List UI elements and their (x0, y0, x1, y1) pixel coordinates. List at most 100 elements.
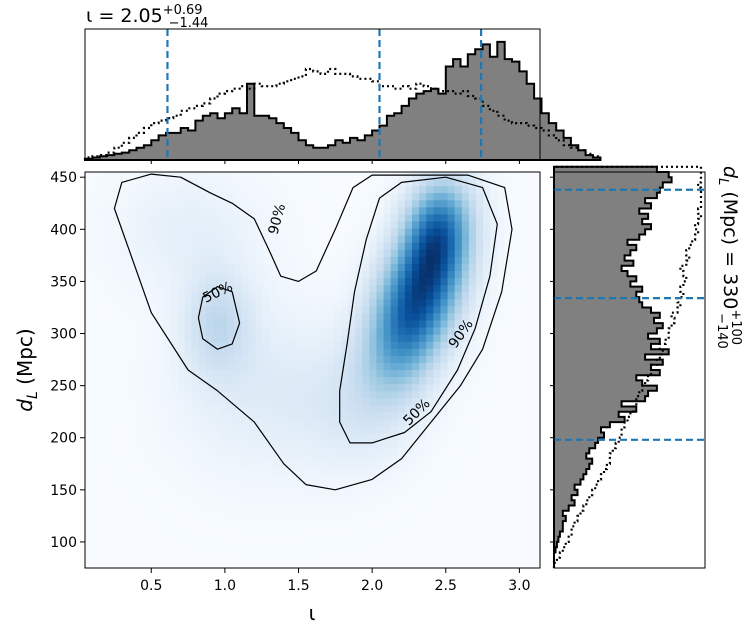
heatmap-cell (276, 242, 285, 251)
heatmap-cell (397, 377, 406, 385)
heatmap-cell (504, 172, 513, 180)
heatmap-cell (369, 320, 378, 329)
heatmap-cell (291, 242, 299, 251)
heatmap-cell (468, 179, 477, 187)
heatmap-cell (362, 483, 370, 491)
heatmap-cell (376, 214, 385, 223)
heatmap-cell (134, 249, 143, 258)
heatmap-cell (220, 362, 228, 371)
heatmap-cell (255, 483, 264, 491)
heatmap-cell (532, 419, 540, 428)
heatmap-cell (397, 334, 406, 343)
heatmap-cell (298, 256, 306, 265)
heatmap-cell (419, 292, 427, 300)
heatmap-cell (220, 476, 228, 484)
heatmap-cell (511, 285, 520, 293)
heatmap-cell (234, 391, 243, 399)
heatmap-cell (205, 256, 214, 265)
heatmap-cell (355, 172, 363, 180)
heatmap-cell (340, 200, 349, 208)
heatmap-cell (99, 327, 107, 336)
heatmap-cell (312, 242, 321, 251)
heatmap-cell (298, 186, 306, 194)
heatmap-cell (305, 207, 314, 216)
heatmap-cell (390, 539, 399, 548)
heatmap-cell (404, 193, 413, 201)
heatmap-cell (141, 271, 150, 279)
heatmap-cell (134, 490, 143, 498)
heatmap-cell (220, 299, 228, 307)
heatmap-cell (532, 285, 540, 293)
heatmap-cell (404, 256, 413, 265)
heatmap-cell (141, 469, 150, 477)
heatmap-cell (511, 355, 520, 364)
heatmap-cell (412, 384, 420, 392)
heatmap-cell (156, 341, 164, 350)
heatmap-cell (269, 405, 278, 414)
heatmap-cell (497, 461, 506, 470)
heatmap-cell (419, 426, 427, 435)
heatmap-cell (241, 249, 250, 258)
heatmap-cell (490, 497, 498, 505)
heatmap-cell (348, 518, 356, 527)
heatmap-cell (532, 405, 540, 414)
heatmap-cell (468, 511, 477, 520)
heatmap-cell (525, 454, 534, 463)
heatmap-cell (433, 391, 442, 399)
heatmap-cell (305, 398, 314, 406)
heatmap-cell (170, 476, 179, 484)
heatmap-cell (440, 256, 449, 265)
heatmap-cell (412, 483, 420, 491)
heatmap-cell (148, 271, 157, 279)
heatmap-cell (362, 172, 370, 180)
heatmap-cell (291, 525, 299, 534)
heatmap-cell (227, 362, 235, 371)
heatmap-cell (525, 384, 534, 392)
heatmap-cell (518, 207, 527, 216)
heatmap-cell (276, 193, 285, 201)
heatmap-cell (262, 179, 271, 187)
heatmap-cell (127, 292, 136, 300)
heatmap-cell (248, 256, 257, 265)
heatmap-cell (92, 256, 100, 265)
heatmap-cell (326, 242, 335, 251)
heatmap-cell (440, 469, 449, 477)
heatmap-cell (476, 285, 484, 293)
heatmap-cell (312, 341, 321, 350)
heatmap-cell (255, 278, 264, 286)
heatmap-cell (525, 419, 534, 428)
heatmap-cell (362, 249, 370, 258)
heatmap-cell (85, 221, 93, 230)
heatmap-cell (198, 313, 207, 322)
heatmap-cell (525, 228, 534, 237)
heatmap-cell (454, 553, 463, 562)
heatmap-cell (412, 405, 420, 414)
heatmap-cell (141, 412, 150, 421)
heatmap-cell (504, 419, 513, 428)
heatmap-cell (447, 242, 456, 251)
heatmap-cell (99, 320, 107, 329)
heatmap-cell (376, 412, 385, 421)
heatmap-cell (99, 391, 107, 399)
heatmap-cell (106, 200, 115, 208)
heatmap-cell (234, 299, 243, 307)
heatmap-cell (241, 412, 250, 421)
heatmap-cell (433, 370, 442, 378)
heatmap-cell (262, 447, 271, 456)
heatmap-cell (291, 546, 299, 555)
heatmap-cell (468, 560, 477, 568)
heatmap-cell (412, 313, 420, 322)
heatmap-cell (504, 398, 513, 406)
heatmap-cell (319, 278, 328, 286)
heatmap-cell (298, 391, 306, 399)
heatmap-cell (532, 214, 540, 223)
heatmap-cell (234, 348, 243, 357)
heatmap-cell (255, 355, 264, 364)
heatmap-cell (404, 518, 413, 527)
heatmap-cell (177, 214, 186, 223)
heatmap-cell (369, 433, 378, 442)
heatmap-cell (419, 207, 427, 216)
heatmap-cell (113, 553, 122, 562)
heatmap-cell (141, 200, 150, 208)
heatmap-cell (85, 207, 93, 216)
